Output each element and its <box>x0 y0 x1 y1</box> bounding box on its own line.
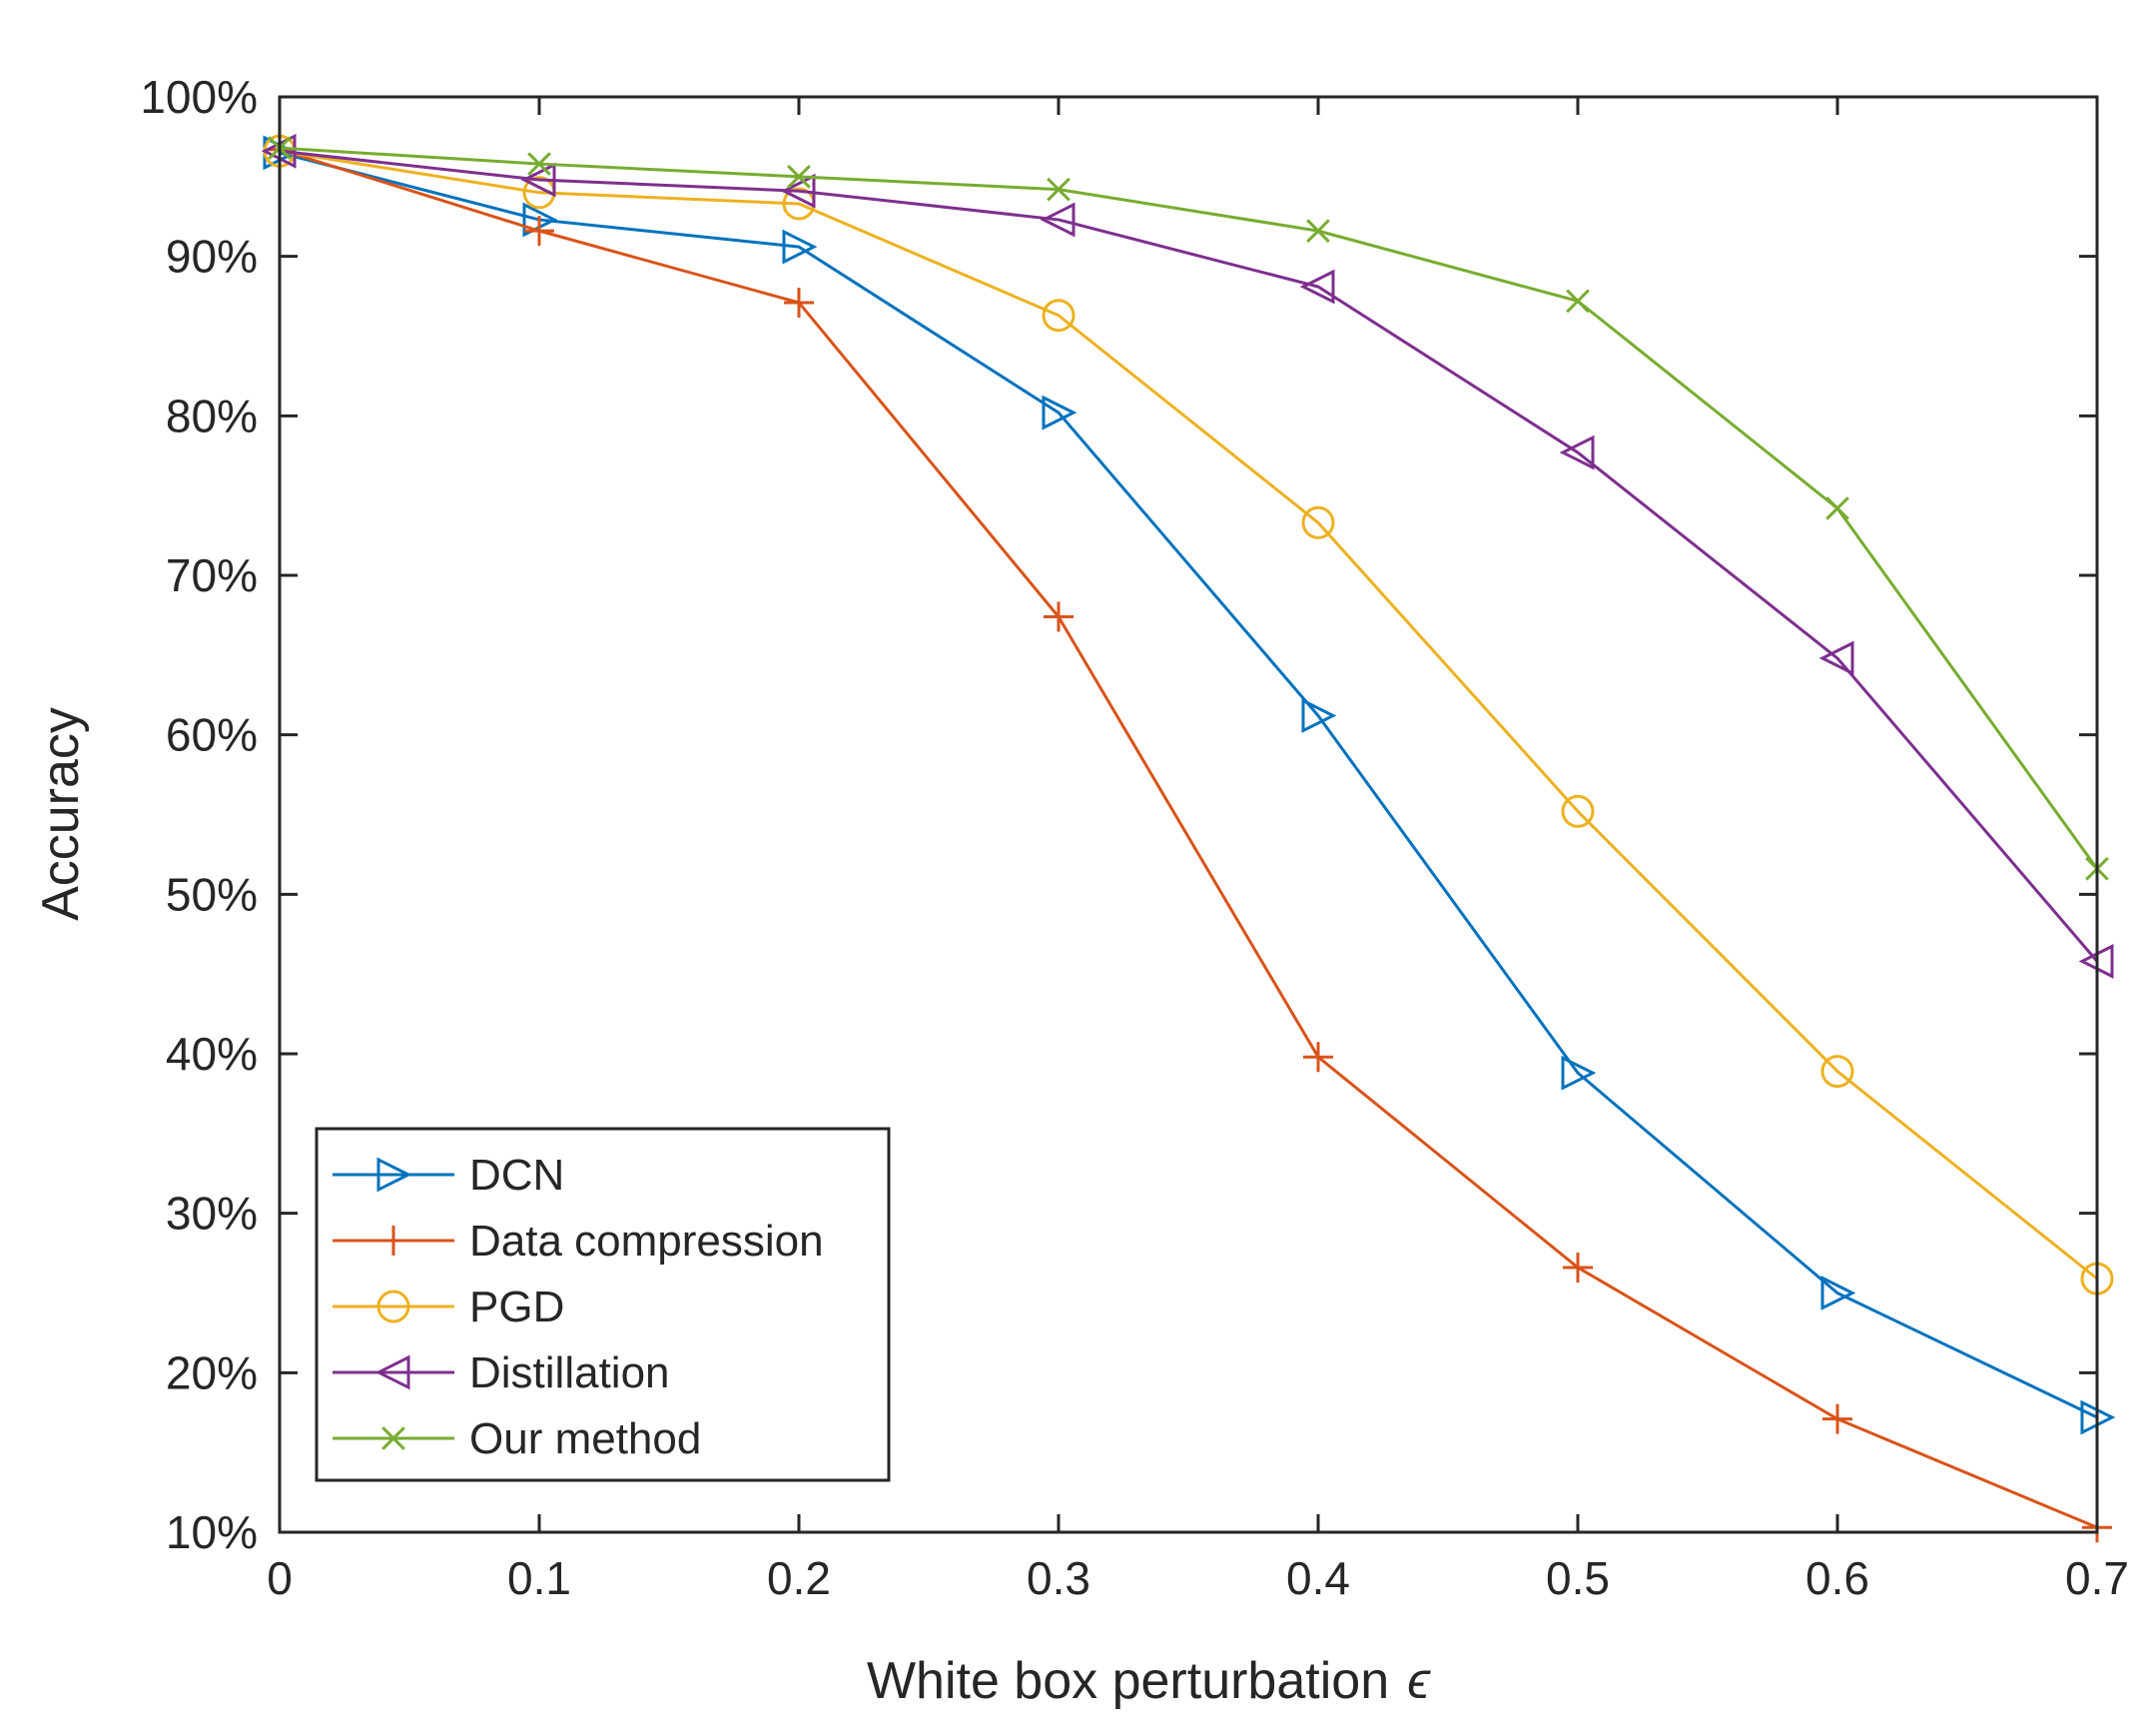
legend-item-our-method: Our method <box>333 1414 701 1463</box>
series-line-distillation <box>279 149 2099 963</box>
legend-item-pgd: PGD <box>333 1283 564 1331</box>
x-tick-label: 0.7 <box>2065 1552 2129 1604</box>
data-point-our-method <box>1306 219 1330 243</box>
x-tick-labels: 0 0.1 0.2 0.3 0.4 0.5 0.6 0.7 <box>267 1552 2129 1604</box>
epsilon-symbol: ϵ <box>1407 1652 1431 1710</box>
data-point-dcn <box>782 229 818 265</box>
data-point-distillation <box>1040 202 1076 238</box>
data-point-data-compression <box>1303 1042 1333 1073</box>
series-our-method <box>268 136 2109 881</box>
data-point-distillation <box>1559 434 1595 470</box>
y-tick-label: 10% <box>166 1506 258 1558</box>
data-point-data-compression <box>1822 1403 1852 1434</box>
series-line-data-compression <box>279 148 2098 1529</box>
y-tick-label: 60% <box>166 709 258 761</box>
data-point-pgd <box>1042 299 1076 333</box>
y-tick-label: 80% <box>166 390 258 441</box>
x-tick-label: 0 <box>267 1552 293 1604</box>
series-line-our-method <box>279 146 2099 870</box>
legend-label: Distillation <box>469 1348 670 1397</box>
x-tick-label: 0.4 <box>1286 1552 1350 1604</box>
data-point-distillation <box>1299 269 1335 305</box>
legend-marker <box>378 1226 408 1256</box>
legend-items: DCN Data compression PGD Distillation Our me… <box>333 1151 824 1463</box>
legend-box <box>315 1127 891 1482</box>
data-point-pgd <box>1561 794 1595 828</box>
data-point-dcn <box>1561 1055 1597 1091</box>
y-tick-label: 100% <box>140 71 258 123</box>
data-point-pgd <box>1301 505 1335 539</box>
x-tick-label: 0.5 <box>1546 1552 1610 1604</box>
data-point-distillation <box>780 173 816 209</box>
legend-marker <box>381 1426 405 1450</box>
y-tick-label: 50% <box>166 868 258 920</box>
data-point-data-compression <box>524 216 554 247</box>
legend: DCN Data compression PGD Distillation Our me… <box>315 1127 891 1482</box>
data-point-dcn <box>1042 395 1078 431</box>
data-point-our-method <box>787 164 811 189</box>
legend-label: Data compression <box>469 1217 824 1266</box>
series-layer <box>261 133 2116 1543</box>
y-tick-label: 90% <box>166 231 258 283</box>
data-point-distillation <box>1818 640 1854 676</box>
x-tick-label: 0.6 <box>1805 1552 1869 1604</box>
y-tick-label: 40% <box>166 1028 258 1080</box>
data-point-our-method <box>1825 496 1849 520</box>
x-tick-label: 0.3 <box>1027 1552 1090 1604</box>
x-axis-label: White box perturbation ϵ <box>867 1652 1431 1710</box>
data-point-pgd <box>1820 1055 1854 1089</box>
data-point-data-compression <box>1563 1252 1593 1283</box>
x-tick-label: 0.2 <box>767 1552 831 1604</box>
series-pgd <box>263 134 2114 1296</box>
y-axis-label: Accuracy <box>32 707 90 921</box>
x-tick-label: 0.1 <box>507 1552 571 1604</box>
legend-marker <box>374 1354 410 1390</box>
data-point-dcn <box>1820 1276 1856 1310</box>
legend-label: DCN <box>469 1151 564 1200</box>
data-point-dcn <box>1301 698 1337 733</box>
y-tick-label: 20% <box>166 1346 258 1398</box>
data-point-our-method <box>1047 177 1071 202</box>
y-tick-labels: 10% 20% 30% 40% 50% 60% 70% 80% 90% 100% <box>140 71 258 1558</box>
plot-frame <box>278 95 2099 1534</box>
data-point-data-compression <box>784 287 814 318</box>
legend-marker <box>376 1157 412 1193</box>
legend-label: PGD <box>469 1283 564 1331</box>
y-tick-label: 30% <box>166 1188 258 1240</box>
legend-label: Our method <box>469 1414 701 1463</box>
y-tick-label: 70% <box>166 549 258 601</box>
legend-marker <box>376 1290 410 1323</box>
legend-item-distillation: Distillation <box>333 1348 670 1397</box>
data-point-data-compression <box>1044 601 1074 632</box>
data-point-distillation <box>520 162 556 198</box>
data-point-our-method <box>1566 289 1590 314</box>
legend-item-data-compression: Data compression <box>333 1217 824 1266</box>
series-distillation <box>261 133 2114 979</box>
data-point-our-method <box>527 152 551 176</box>
legend-item-dcn: DCN <box>333 1151 564 1200</box>
series-line-dcn <box>279 151 2098 1419</box>
series-line-pgd <box>279 149 2098 1281</box>
